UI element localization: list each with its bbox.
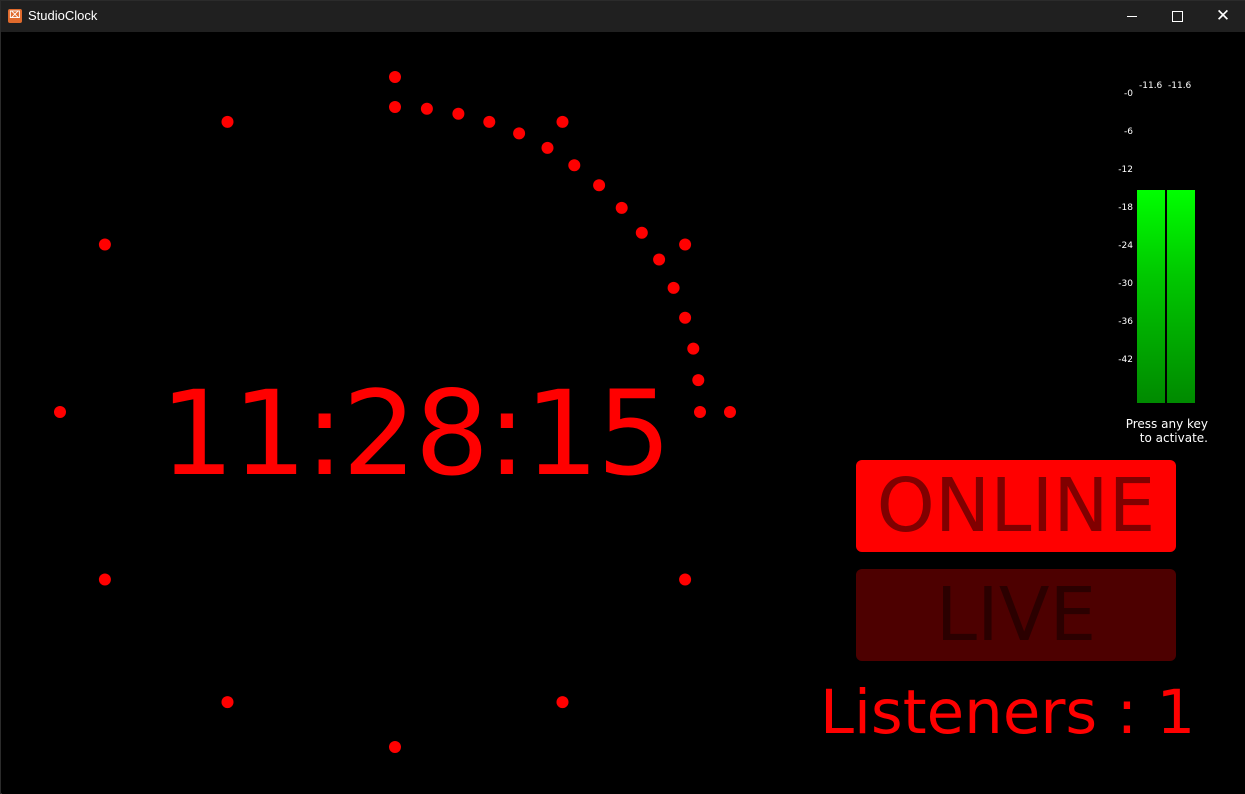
maximize-button[interactable]	[1154, 1, 1200, 32]
vu-scale-tick: -6	[1124, 127, 1133, 137]
analog-seconds-ring	[54, 71, 736, 753]
second-dot	[389, 101, 401, 113]
second-dot	[687, 342, 700, 355]
hour-marker-dot	[556, 115, 569, 128]
second-dot	[593, 179, 606, 192]
vu-left-peak: -11.6	[1139, 81, 1163, 91]
vu-scale-tick: -42	[1118, 355, 1133, 365]
hour-marker-dot	[221, 696, 234, 709]
vu-scale-tick: -24	[1118, 241, 1133, 251]
second-dot	[568, 159, 581, 172]
online-indicator: ONLINE	[856, 460, 1176, 552]
hour-marker-dot	[724, 406, 736, 418]
second-dot	[420, 102, 433, 115]
live-label: LIVE	[935, 572, 1097, 658]
second-dot	[513, 127, 526, 140]
close-button[interactable]: ✕	[1200, 1, 1245, 32]
second-dot	[615, 201, 628, 214]
second-dot	[679, 311, 692, 324]
second-dot	[541, 141, 554, 154]
hour-marker-dot	[389, 741, 401, 753]
vu-scale-tick: -12	[1118, 165, 1133, 175]
vu-right-peak: -11.6	[1168, 81, 1192, 91]
live-indicator: LIVE	[856, 569, 1176, 661]
vu-right-bar	[1167, 190, 1195, 403]
second-dot	[667, 281, 680, 294]
vu-scale-tick: -18	[1118, 203, 1133, 213]
hour-marker-dot	[98, 238, 111, 251]
vu-left-bar	[1137, 190, 1165, 403]
online-label: ONLINE	[876, 463, 1156, 549]
vu-hint-line-2: to activate.	[1139, 431, 1208, 445]
hour-marker-dot	[556, 696, 569, 709]
window-title: StudioClock	[28, 8, 98, 23]
second-dot	[452, 107, 465, 120]
second-dot	[635, 226, 648, 239]
hour-marker-dot	[98, 573, 111, 586]
hour-marker-dot	[221, 115, 234, 128]
vu-scale-tick: -36	[1118, 317, 1133, 327]
vu-hint-line-1: Press any key	[1125, 417, 1208, 431]
vu-bar-divider	[1165, 190, 1167, 403]
maximize-icon	[1171, 11, 1183, 22]
listeners-count: Listeners : 1	[820, 677, 1196, 748]
close-icon: ✕	[1215, 6, 1231, 26]
studio-clock-display: 11:28:15 -11.6 -11.6 -0 -6 -12 -18 -24 -30 -36…	[2, 32, 1245, 794]
minimize-button[interactable]	[1109, 1, 1155, 32]
second-dot	[692, 374, 705, 387]
hour-marker-dot	[679, 238, 692, 251]
title-bar[interactable]: ⌧ StudioClock ✕	[1, 1, 1245, 32]
vu-scale-tick: -0	[1124, 89, 1133, 99]
vu-scale-tick: -30	[1118, 279, 1133, 289]
hour-marker-dot	[679, 573, 692, 586]
hour-marker-dot	[389, 71, 401, 83]
hour-marker-dot	[54, 406, 66, 418]
digital-time: 11:28:15	[160, 365, 671, 502]
app-logo-icon: ⌧	[8, 9, 22, 23]
second-dot	[653, 253, 666, 266]
minimize-icon	[1127, 16, 1137, 17]
second-dot	[483, 115, 496, 128]
vu-activate-hint: Press any key to activate.	[1102, 417, 1208, 445]
second-dot	[694, 406, 706, 418]
